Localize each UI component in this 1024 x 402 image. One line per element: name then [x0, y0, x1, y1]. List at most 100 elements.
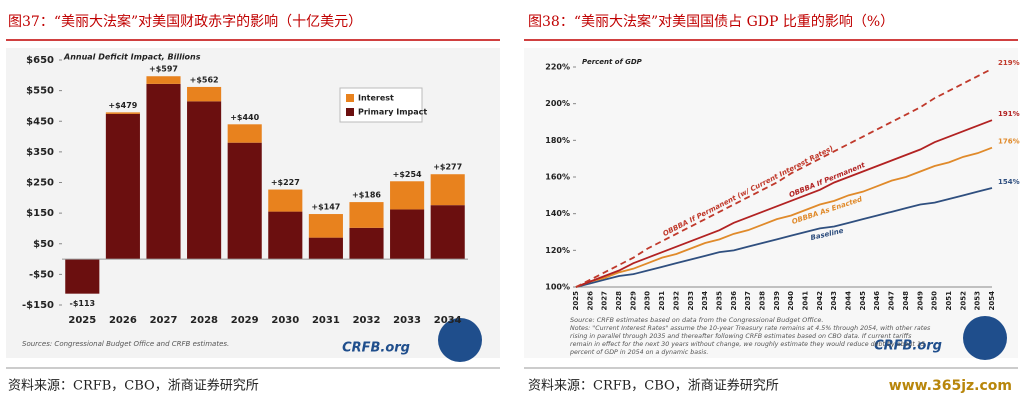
- bar-segment: [146, 76, 181, 84]
- legend-label: Primary Impact: [358, 108, 427, 117]
- x-tick-label: 2054: [988, 291, 996, 311]
- x-tick-label: 2029: [231, 315, 259, 326]
- x-tick-label: 2025: [572, 291, 580, 311]
- chart-panel: [524, 48, 1018, 358]
- figure-title: 图38：“美丽大法案”对美国国债占 GDP 比重的影响（%）: [528, 13, 894, 30]
- y-tick-label: -$50: [29, 269, 54, 280]
- x-tick-label: 2053: [974, 291, 982, 311]
- x-tick-label: 2032: [353, 315, 381, 326]
- source: Source: CRFB estimates based on data fro…: [570, 316, 823, 324]
- y-tick-label: -$150: [22, 300, 54, 311]
- line: [575, 119, 993, 288]
- value-label: +$147: [311, 203, 340, 212]
- bar-segment: [430, 205, 465, 260]
- y-tick-label: $150: [26, 208, 54, 219]
- x-tick-label: 2027: [150, 315, 178, 326]
- value-label: +$562: [190, 75, 219, 84]
- legend-label: Interest: [358, 94, 394, 103]
- x-tick-label: 2026: [586, 291, 594, 311]
- line: [575, 146, 993, 288]
- y-tick-label: 100%: [545, 283, 570, 292]
- y-tick-label: 200%: [545, 99, 570, 108]
- x-tick-label: 2052: [959, 291, 967, 311]
- x-tick-label: 2026: [109, 315, 137, 326]
- x-tick-label: 2040: [787, 291, 795, 311]
- bar-segment: [105, 113, 140, 260]
- x-tick-label: 2035: [715, 291, 723, 311]
- end-label: 176%: [998, 138, 1020, 146]
- value-label: +$440: [230, 113, 259, 122]
- bar-segment: [430, 174, 465, 206]
- x-tick-label: 2029: [629, 291, 637, 311]
- bar-segment: [65, 259, 100, 294]
- bar-segment: [227, 142, 262, 260]
- x-tick-label: 2031: [658, 291, 666, 311]
- legend-swatch: [346, 94, 354, 102]
- figure-title: 图37：“美丽大法案”对美国财政赤字的影响（十亿美元）: [8, 13, 362, 30]
- x-tick-label: 2037: [744, 291, 752, 311]
- line: [575, 68, 993, 288]
- x-tick-label: 2028: [615, 291, 623, 311]
- y-tick-label: $550: [26, 86, 54, 97]
- source: Sources: Congressional Budget Office and…: [22, 340, 229, 348]
- end-label: 191%: [998, 110, 1020, 118]
- x-tick-label: 2046: [873, 291, 881, 311]
- logo: CRFB.org: [342, 341, 410, 356]
- bar-segment: [390, 209, 425, 260]
- y-tick-label: 180%: [545, 136, 570, 145]
- chart-title: Annual Deficit Impact, Billions: [63, 53, 201, 62]
- y-tick-label: $250: [26, 178, 54, 189]
- bar-segment: [308, 237, 343, 260]
- y-tick-label: $50: [33, 239, 54, 250]
- x-tick-label: 2041: [802, 291, 810, 311]
- x-tick-label: 2033: [687, 291, 695, 311]
- y-tick-label: $350: [26, 147, 54, 158]
- x-tick-label: 2033: [393, 315, 421, 326]
- x-tick-label: 2047: [888, 291, 896, 311]
- bar-segment: [227, 124, 262, 143]
- x-tick-label: 2032: [672, 291, 680, 311]
- x-tick-label: 2051: [945, 291, 953, 311]
- note: percent of GDP in 2054 on a dynamic basi…: [569, 348, 708, 356]
- value-label: +$479: [108, 101, 137, 110]
- x-tick-label: 2034: [701, 291, 709, 311]
- x-tick-label: 2025: [68, 315, 96, 326]
- value-label: +$277: [433, 163, 462, 172]
- note: rising in parallel through 2035 and ther…: [570, 332, 912, 340]
- x-tick-label: 2044: [845, 291, 853, 311]
- bar-segment: [390, 181, 425, 210]
- legend-swatch: [346, 108, 354, 116]
- bar-segment: [105, 112, 140, 114]
- x-tick-label: 2028: [190, 315, 218, 326]
- y-axis-label: Percent of GDP: [582, 58, 643, 66]
- x-tick-label: 2030: [271, 315, 299, 326]
- logo-badge: [963, 316, 1007, 360]
- value-label: +$227: [271, 178, 300, 187]
- x-tick-label: 2038: [758, 291, 766, 311]
- x-tick-label: 2027: [601, 291, 609, 311]
- x-tick-label: 2049: [916, 291, 924, 311]
- watermark: www.365jz.com: [889, 378, 1012, 394]
- bar-segment: [308, 214, 343, 238]
- logo: CRFB.org: [874, 339, 942, 354]
- logo-badge: [438, 318, 482, 362]
- x-tick-label: 2030: [644, 291, 652, 311]
- x-tick-label: 2031: [312, 315, 340, 326]
- x-tick-label: 2042: [816, 291, 824, 311]
- x-tick-label: 2036: [730, 291, 738, 311]
- footer: 资料来源：CRFB，CBO，浙商证券研究所: [8, 378, 259, 394]
- bar-segment: [349, 227, 384, 260]
- legend-box: [339, 87, 423, 123]
- x-tick-label: 2039: [773, 291, 781, 311]
- x-tick-label: 2034: [434, 315, 462, 326]
- value-label: -$113: [70, 299, 96, 308]
- bar-segment: [187, 101, 222, 260]
- end-label: 219%: [998, 59, 1020, 67]
- bar-segment: [349, 202, 384, 228]
- bar-segment: [146, 83, 181, 260]
- value-label: +$186: [352, 191, 381, 200]
- bar-segment: [187, 86, 222, 102]
- note: Notes: "Current Interest Rates" assume t…: [570, 324, 931, 332]
- x-tick-label: 2043: [830, 291, 838, 311]
